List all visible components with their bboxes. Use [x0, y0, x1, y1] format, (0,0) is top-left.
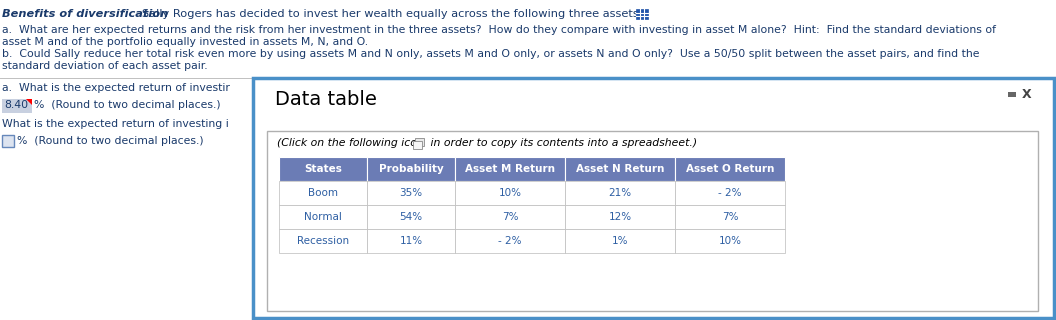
Bar: [279, 157, 367, 181]
Bar: [565, 205, 675, 229]
Bar: [675, 229, 785, 253]
Bar: [367, 229, 455, 253]
Text: 7%: 7%: [721, 212, 738, 222]
Bar: [279, 229, 367, 253]
Text: standard deviation of each asset pair.: standard deviation of each asset pair.: [2, 61, 208, 71]
Bar: [565, 181, 675, 205]
Bar: [367, 157, 455, 181]
Bar: [279, 205, 367, 229]
Bar: [413, 141, 422, 149]
Bar: [675, 181, 785, 205]
Text: .  Sally Rogers has decided to invest her wealth equally across the following th: . Sally Rogers has decided to invest her…: [131, 9, 643, 19]
Bar: [675, 157, 785, 181]
Text: What is the expected return of investing i: What is the expected return of investing…: [2, 119, 229, 129]
Bar: [2, 99, 32, 113]
Text: - 2%: - 2%: [718, 188, 741, 198]
Text: Probability: Probability: [379, 164, 444, 174]
Text: a.  What is the expected return of investir: a. What is the expected return of invest…: [2, 83, 230, 93]
Text: %  (Round to two decimal places.): % (Round to two decimal places.): [34, 100, 221, 110]
Text: 21%: 21%: [608, 188, 631, 198]
Polygon shape: [26, 99, 32, 105]
Text: b.  Could Sally reduce her total risk even more by using assets M and N only, as: b. Could Sally reduce her total risk eve…: [2, 49, 980, 59]
Text: a.  What are her expected returns and the risk from her investment in the three : a. What are her expected returns and the…: [2, 25, 996, 35]
Text: 7%: 7%: [502, 212, 518, 222]
Bar: [455, 157, 565, 181]
Bar: [253, 78, 1054, 318]
Bar: [565, 229, 675, 253]
Text: %  (Round to two decimal places.): % (Round to two decimal places.): [17, 136, 204, 146]
Text: Data table: Data table: [275, 90, 377, 109]
Bar: [367, 205, 455, 229]
Text: Recession: Recession: [297, 236, 350, 246]
Text: States: States: [304, 164, 342, 174]
Text: Boom: Boom: [308, 188, 338, 198]
Text: 10%: 10%: [718, 236, 741, 246]
Text: Asset M Return: Asset M Return: [465, 164, 555, 174]
Text: 54%: 54%: [399, 212, 422, 222]
Text: Normal: Normal: [304, 212, 342, 222]
Text: (Click on the following icon: (Click on the following icon: [277, 138, 423, 148]
Text: Asset O Return: Asset O Return: [685, 164, 774, 174]
Bar: [279, 181, 367, 205]
Bar: [415, 138, 425, 146]
Bar: [1008, 92, 1016, 97]
Text: Asset N Return: Asset N Return: [576, 164, 664, 174]
Bar: [2, 135, 14, 147]
Text: - 2%: - 2%: [498, 236, 522, 246]
Text: Benefits of diversification: Benefits of diversification: [2, 9, 168, 19]
Bar: [367, 181, 455, 205]
Text: 1%: 1%: [611, 236, 628, 246]
Text: 12%: 12%: [608, 212, 631, 222]
Bar: [455, 181, 565, 205]
Bar: [267, 131, 1038, 311]
Bar: [455, 205, 565, 229]
Bar: [565, 157, 675, 181]
Bar: [675, 205, 785, 229]
Bar: [455, 229, 565, 253]
Text: asset M and of the portfolio equally invested in assets M, N, and O.: asset M and of the portfolio equally inv…: [2, 37, 369, 47]
Text: in order to copy its contents into a spreadsheet.): in order to copy its contents into a spr…: [427, 138, 697, 148]
Text: X: X: [1022, 88, 1032, 101]
Bar: [636, 9, 648, 19]
Text: 10%: 10%: [498, 188, 522, 198]
Text: 11%: 11%: [399, 236, 422, 246]
Text: 8.40: 8.40: [4, 100, 29, 110]
Text: 35%: 35%: [399, 188, 422, 198]
